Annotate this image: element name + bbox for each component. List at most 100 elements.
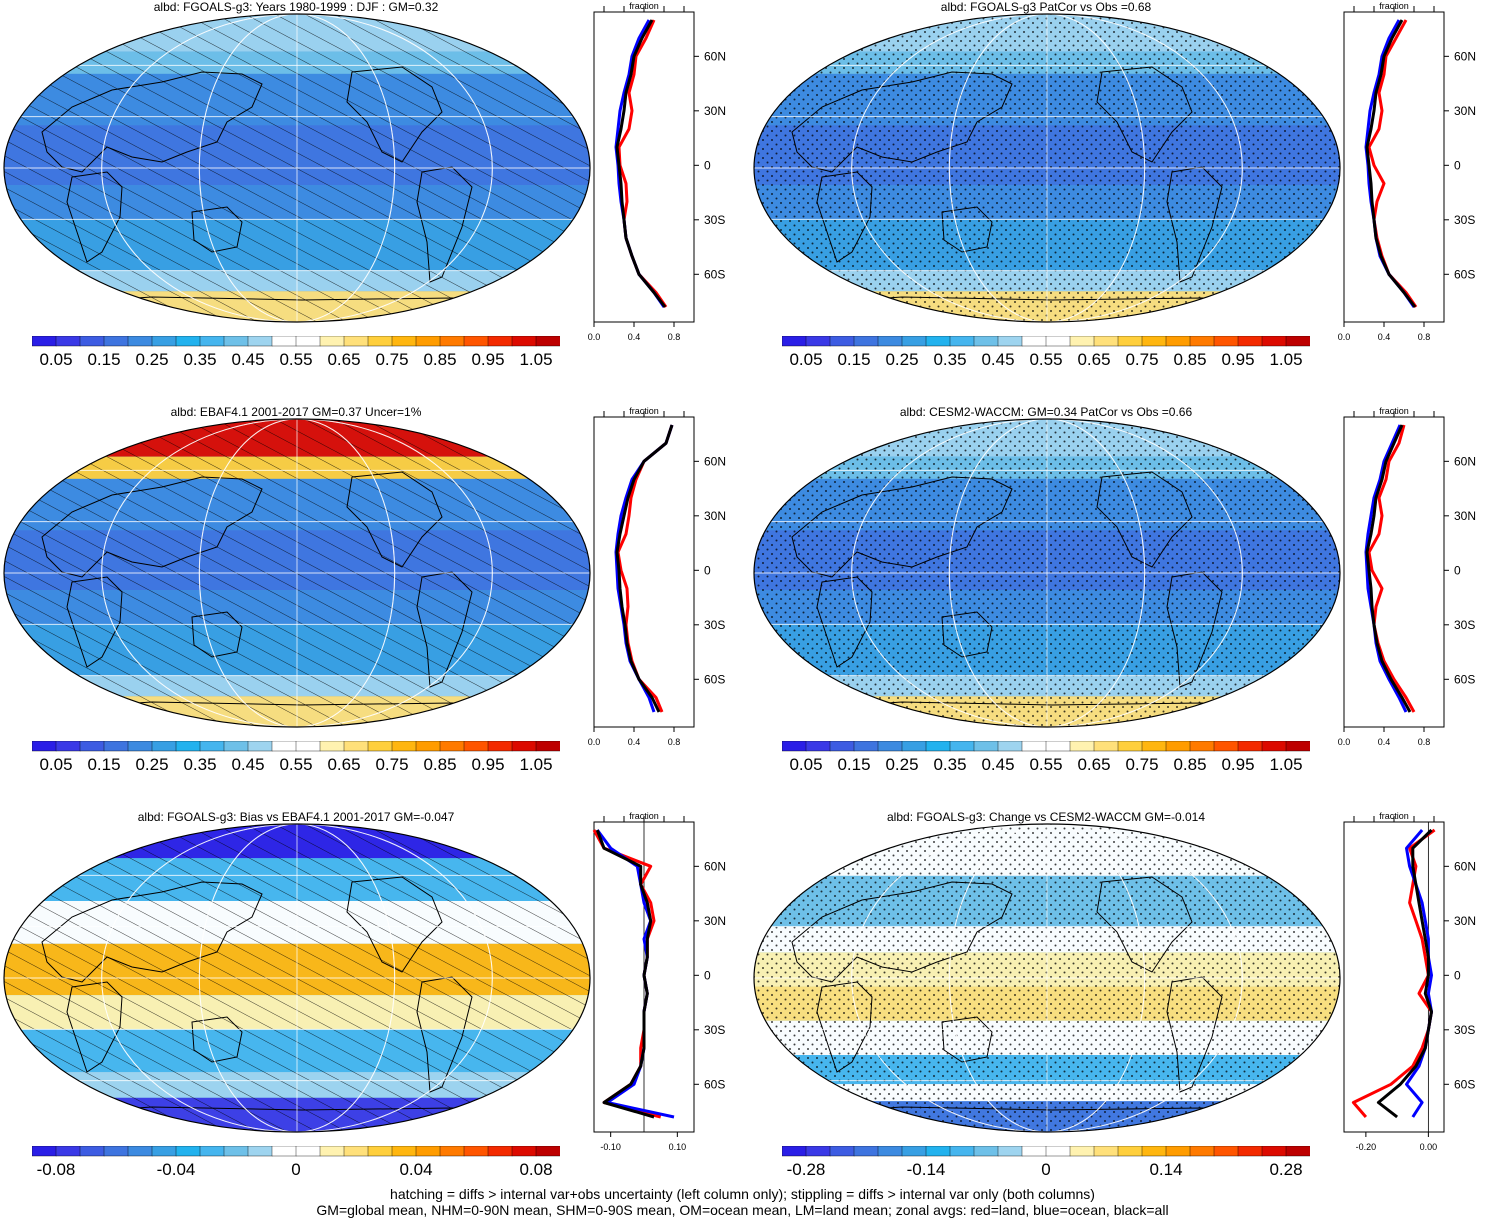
- colorbar-tick-label: 0.45: [981, 755, 1014, 774]
- colorbar-swatch: [1237, 1146, 1263, 1157]
- longitude-line: [851, 419, 1243, 727]
- colorbar-swatch: [79, 741, 105, 752]
- colorbar-swatch: [463, 1146, 489, 1157]
- map-border: [753, 418, 1341, 728]
- colorbar-swatch: [805, 741, 831, 752]
- panel-title: albd: FGOALS-g3: Bias vs EBAF4.1 2001-20…: [137, 810, 455, 824]
- colorbar-swatch: [829, 741, 855, 752]
- colorbar-swatch: [415, 741, 441, 752]
- colorbar-swatch: [1069, 741, 1095, 752]
- longitude-line: [948, 14, 1146, 322]
- map-border: [3, 418, 591, 728]
- zonal-all-line: [1365, 19, 1417, 308]
- map-plot: [753, 823, 1341, 1133]
- colorbar-tick-label: 0.65: [1077, 755, 1110, 774]
- zonal-mean-plot: fraction 60N 30N 0 30S 60S -0.10 0.10: [592, 811, 726, 1152]
- colorbar-swatch: [463, 741, 489, 752]
- zonal-x-tick-label: 0.0: [588, 737, 601, 747]
- colorbar-swatch: [782, 1146, 807, 1157]
- colorbar-swatch: [782, 741, 807, 752]
- colorbar-swatch: [925, 1146, 951, 1157]
- colorbar-tick-label: 0.04: [399, 1160, 432, 1179]
- panel-change: albd: FGOALS-g3: Change vs CESM2-WACCM G…: [750, 810, 1485, 1215]
- zonal-x-tick-label: 0.10: [669, 1142, 687, 1152]
- colorbar-swatch: [925, 336, 951, 347]
- longitude-line: [101, 824, 493, 1132]
- colorbar-swatch: [103, 1146, 129, 1157]
- latitude-tick-label: 0: [704, 563, 711, 577]
- colorbar-swatch: [391, 1146, 417, 1157]
- colorbar-tick-label: 0.35: [183, 350, 216, 369]
- colorbar: -0.28 -0.14 0 0.14 0.28: [782, 1146, 1310, 1179]
- colorbar-tick-label: 0.45: [981, 350, 1014, 369]
- colorbar: 0.05 0.15 0.25 0.35 0.45 0.55 0.65 0.75 0.85 0.95…: [782, 741, 1310, 774]
- latitude-tick-label: 0: [1454, 158, 1461, 172]
- zonal-x-tick-label: 0.8: [668, 332, 681, 342]
- panel-reference-model: albd: CESM2-WACCM: GM=0.34 PatCor vs Obs…: [750, 405, 1485, 810]
- colorbar-tick-label: 0.35: [183, 755, 216, 774]
- zonal-frame: [593, 416, 695, 728]
- colorbar-swatch: [439, 336, 465, 347]
- zonal-mean-plot: fraction 60N 30N 0 30S 60S 0.0 0.4 0.8: [588, 406, 726, 747]
- colorbar-swatch: [511, 1146, 537, 1157]
- colorbar-swatch: [1213, 1146, 1239, 1157]
- colorbar-swatch: [1021, 741, 1047, 752]
- colorbar-swatch: [877, 336, 903, 347]
- colorbar-tick-label: 0.75: [1125, 755, 1158, 774]
- colorbar-tick-label: 0.35: [933, 350, 966, 369]
- map-field: [4, 419, 590, 727]
- colorbar-tick-label: -0.04: [157, 1160, 196, 1179]
- colorbar-swatch: [343, 336, 369, 347]
- latitude-tick-label: 30S: [704, 618, 725, 632]
- colorbar-tick-label: 0.45: [231, 755, 264, 774]
- colorbar-swatch: [391, 741, 417, 752]
- colorbar-swatch: [1237, 336, 1263, 347]
- colorbar-swatch: [1165, 1146, 1191, 1157]
- colorbar-swatch: [901, 741, 927, 752]
- colorbar-swatch: [79, 336, 105, 347]
- colorbar-tick-label: 0.55: [279, 350, 312, 369]
- zonal-x-tick-label: 0.0: [588, 332, 601, 342]
- colorbar-swatch: [319, 741, 345, 752]
- colorbar-swatch: [877, 1146, 903, 1157]
- colorbar-tick-label: 0.05: [789, 350, 822, 369]
- zonal-x-tick-label: 0.0: [1338, 737, 1351, 747]
- latitude-tick-label: 60N: [1454, 454, 1476, 468]
- colorbar-tick-label: 0: [1041, 1160, 1050, 1179]
- colorbar-swatch: [973, 1146, 999, 1157]
- colorbar-swatch: [1261, 336, 1287, 347]
- colorbar-swatch: [1285, 741, 1310, 752]
- colorbar-swatch: [1093, 1146, 1119, 1157]
- colorbar-tick-label: 0.25: [885, 350, 918, 369]
- panel-obs: albd: EBAF4.1 2001-2017 GM=0.37 Uncer=1%…: [0, 405, 742, 810]
- colorbar-swatch: [247, 741, 273, 752]
- zonal-ocean-line: [1364, 424, 1408, 713]
- colorbar-tick-label: 0.45: [231, 350, 264, 369]
- latitude-tick-label: 30S: [1454, 213, 1475, 227]
- zonal-land-line: [1367, 424, 1416, 713]
- colorbar-swatch: [1189, 1146, 1215, 1157]
- panel-title: albd: EBAF4.1 2001-2017 GM=0.37 Uncer=1%: [170, 405, 422, 419]
- zonal-axis-label: fraction: [1379, 811, 1409, 821]
- colorbar-swatch: [271, 336, 297, 347]
- colorbar-tick-label: 0.05: [39, 350, 72, 369]
- colorbar-swatch: [877, 741, 903, 752]
- colorbar-tick-label: 0.95: [1221, 755, 1254, 774]
- colorbar-tick-label: 1.05: [519, 755, 552, 774]
- colorbar-tick-label: 0.95: [1221, 350, 1254, 369]
- colorbar-swatch: [853, 741, 879, 752]
- colorbar-swatch: [1213, 741, 1239, 752]
- colorbar-tick-label: 0.35: [933, 755, 966, 774]
- colorbar-tick-label: 0.14: [1149, 1160, 1182, 1179]
- colorbar-swatch: [535, 1146, 560, 1157]
- zonal-x-tick-label: 0.8: [1418, 332, 1431, 342]
- longitude-line: [851, 14, 1243, 322]
- colorbar-swatch: [415, 1146, 441, 1157]
- colorbar-swatch: [223, 336, 249, 347]
- colorbar: 0.05 0.15 0.25 0.35 0.45 0.55 0.65 0.75 0.85 0.95…: [782, 336, 1310, 369]
- colorbar-tick-label: 0.65: [327, 350, 360, 369]
- colorbar-swatch: [199, 741, 225, 752]
- colorbar-swatch: [1093, 741, 1119, 752]
- latitude-tick-label: 30N: [1454, 509, 1476, 523]
- colorbar-swatch: [1237, 741, 1263, 752]
